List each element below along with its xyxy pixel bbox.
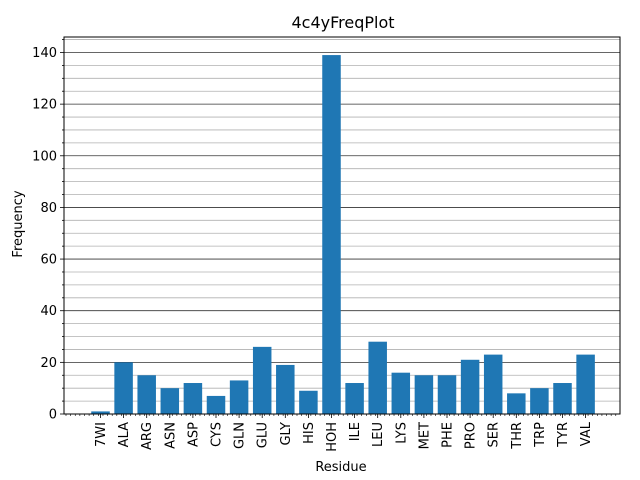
bar-ile — [345, 383, 364, 414]
y-tick-label: 80 — [40, 201, 57, 216]
y-tick-label: 120 — [32, 98, 57, 113]
x-tick-label: HIS — [302, 422, 317, 444]
x-tick-label: HOH — [325, 422, 340, 452]
chart-title: 4c4yFreqPlot — [291, 13, 394, 32]
bar-his — [299, 390, 318, 414]
bar-ala — [114, 362, 133, 414]
bar-phe — [437, 375, 457, 414]
x-tick-label: GLU — [256, 422, 271, 448]
y-axis-ticks: 0 20 40 60 80 100 120 140 — [32, 39, 64, 423]
bar-thr — [507, 393, 526, 414]
bar-asn — [160, 388, 180, 414]
bar-leu — [368, 341, 387, 414]
x-tick-label: ASN — [163, 422, 178, 449]
bar-val — [576, 354, 595, 414]
x-tick-label: LYS — [394, 422, 409, 444]
plot-frame — [63, 36, 621, 415]
bar-glu — [252, 346, 272, 414]
grid-lines — [64, 39, 620, 415]
bar-gln — [229, 380, 249, 414]
x-tick-label: TYR — [556, 422, 571, 448]
bar-7wi — [91, 411, 110, 414]
y-axis-label: Frequency — [11, 190, 26, 257]
x-tick-label: CYS — [210, 422, 225, 447]
y-tick-label: 0 — [49, 408, 57, 423]
y-tick-label: 140 — [32, 46, 57, 61]
x-tick-label: GLN — [233, 422, 248, 449]
x-tick-label: ASP — [186, 422, 201, 447]
bar-asp — [183, 383, 203, 414]
x-axis-label: Residue — [315, 460, 366, 475]
bars — [91, 55, 595, 414]
x-tick-label: SER — [487, 422, 502, 448]
x-tick-label: VAL — [579, 421, 594, 446]
y-tick-label: 60 — [40, 253, 57, 268]
x-tick-label: ARG — [140, 422, 155, 450]
x-tick-label: MET — [417, 422, 432, 449]
x-tick-label: TRP — [533, 422, 548, 448]
x-tick-label: 7WI — [94, 422, 109, 447]
bar-tyr — [553, 383, 572, 414]
bar-cys — [206, 395, 226, 414]
x-tick-label: LEU — [371, 422, 386, 447]
x-tick-label: PHE — [441, 422, 456, 448]
y-tick-label: 20 — [40, 356, 57, 371]
bar-hoh — [322, 55, 341, 414]
bar-met — [414, 375, 434, 414]
x-tick-label: THR — [510, 422, 525, 450]
bar-trp — [530, 388, 549, 414]
bar-arg — [137, 375, 156, 414]
x-tick-label: GLY — [279, 422, 294, 446]
x-tick-label: ALA — [117, 422, 132, 447]
bar-lys — [391, 372, 411, 414]
x-tick-label: PRO — [464, 422, 479, 449]
bar-ser — [483, 354, 503, 414]
y-tick-label: 40 — [40, 304, 57, 319]
bar-pro — [460, 359, 480, 414]
x-axis-ticks: 7WI ALA ARG ASN ASP CYS GLN GLU GLY HIS HOH ILE LEU L… — [65, 414, 617, 452]
x-tick-label: ILE — [348, 422, 363, 441]
y-tick-label: 100 — [32, 149, 57, 164]
bar-gly — [276, 364, 295, 414]
